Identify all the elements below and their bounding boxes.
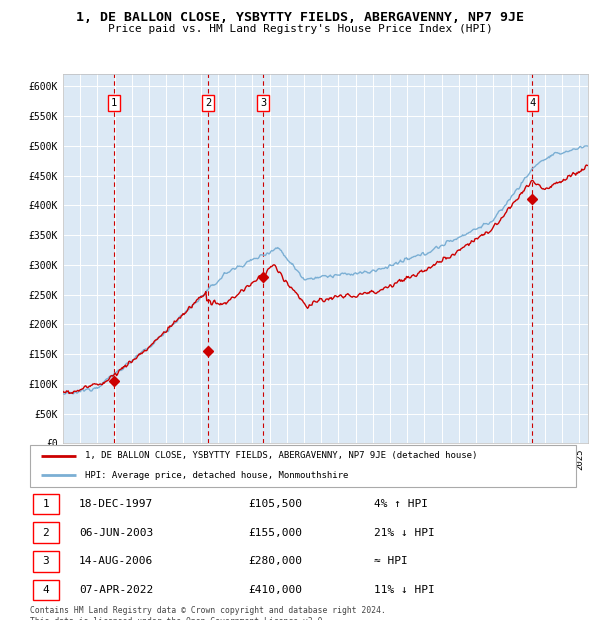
Text: Price paid vs. HM Land Registry's House Price Index (HPI): Price paid vs. HM Land Registry's House … bbox=[107, 24, 493, 33]
Text: 3: 3 bbox=[43, 557, 49, 567]
Text: £410,000: £410,000 bbox=[248, 585, 302, 595]
Text: 1, DE BALLON CLOSE, YSBYTTY FIELDS, ABERGAVENNY, NP7 9JE (detached house): 1, DE BALLON CLOSE, YSBYTTY FIELDS, ABER… bbox=[85, 451, 477, 461]
Text: HPI: Average price, detached house, Monmouthshire: HPI: Average price, detached house, Monm… bbox=[85, 471, 348, 480]
Text: £155,000: £155,000 bbox=[248, 528, 302, 538]
Text: 21% ↓ HPI: 21% ↓ HPI bbox=[374, 528, 435, 538]
FancyBboxPatch shape bbox=[33, 580, 59, 601]
Text: 4: 4 bbox=[43, 585, 49, 595]
Text: 14-AUG-2006: 14-AUG-2006 bbox=[79, 557, 154, 567]
Text: ≈ HPI: ≈ HPI bbox=[374, 557, 408, 567]
Text: 18-DEC-1997: 18-DEC-1997 bbox=[79, 499, 154, 509]
Text: 2: 2 bbox=[43, 528, 49, 538]
Text: £105,500: £105,500 bbox=[248, 499, 302, 509]
Text: 1: 1 bbox=[43, 499, 49, 509]
Text: 1: 1 bbox=[111, 98, 117, 108]
Text: 4: 4 bbox=[529, 98, 536, 108]
Text: 06-JUN-2003: 06-JUN-2003 bbox=[79, 528, 154, 538]
Text: 1, DE BALLON CLOSE, YSBYTTY FIELDS, ABERGAVENNY, NP7 9JE: 1, DE BALLON CLOSE, YSBYTTY FIELDS, ABER… bbox=[76, 11, 524, 24]
Text: 2: 2 bbox=[205, 98, 211, 108]
Text: 3: 3 bbox=[260, 98, 266, 108]
Text: Contains HM Land Registry data © Crown copyright and database right 2024.
This d: Contains HM Land Registry data © Crown c… bbox=[30, 606, 386, 620]
Text: £280,000: £280,000 bbox=[248, 557, 302, 567]
Text: 07-APR-2022: 07-APR-2022 bbox=[79, 585, 154, 595]
FancyBboxPatch shape bbox=[33, 551, 59, 572]
Text: 11% ↓ HPI: 11% ↓ HPI bbox=[374, 585, 435, 595]
FancyBboxPatch shape bbox=[30, 445, 576, 487]
FancyBboxPatch shape bbox=[33, 523, 59, 543]
Text: 4% ↑ HPI: 4% ↑ HPI bbox=[374, 499, 428, 509]
FancyBboxPatch shape bbox=[33, 494, 59, 515]
